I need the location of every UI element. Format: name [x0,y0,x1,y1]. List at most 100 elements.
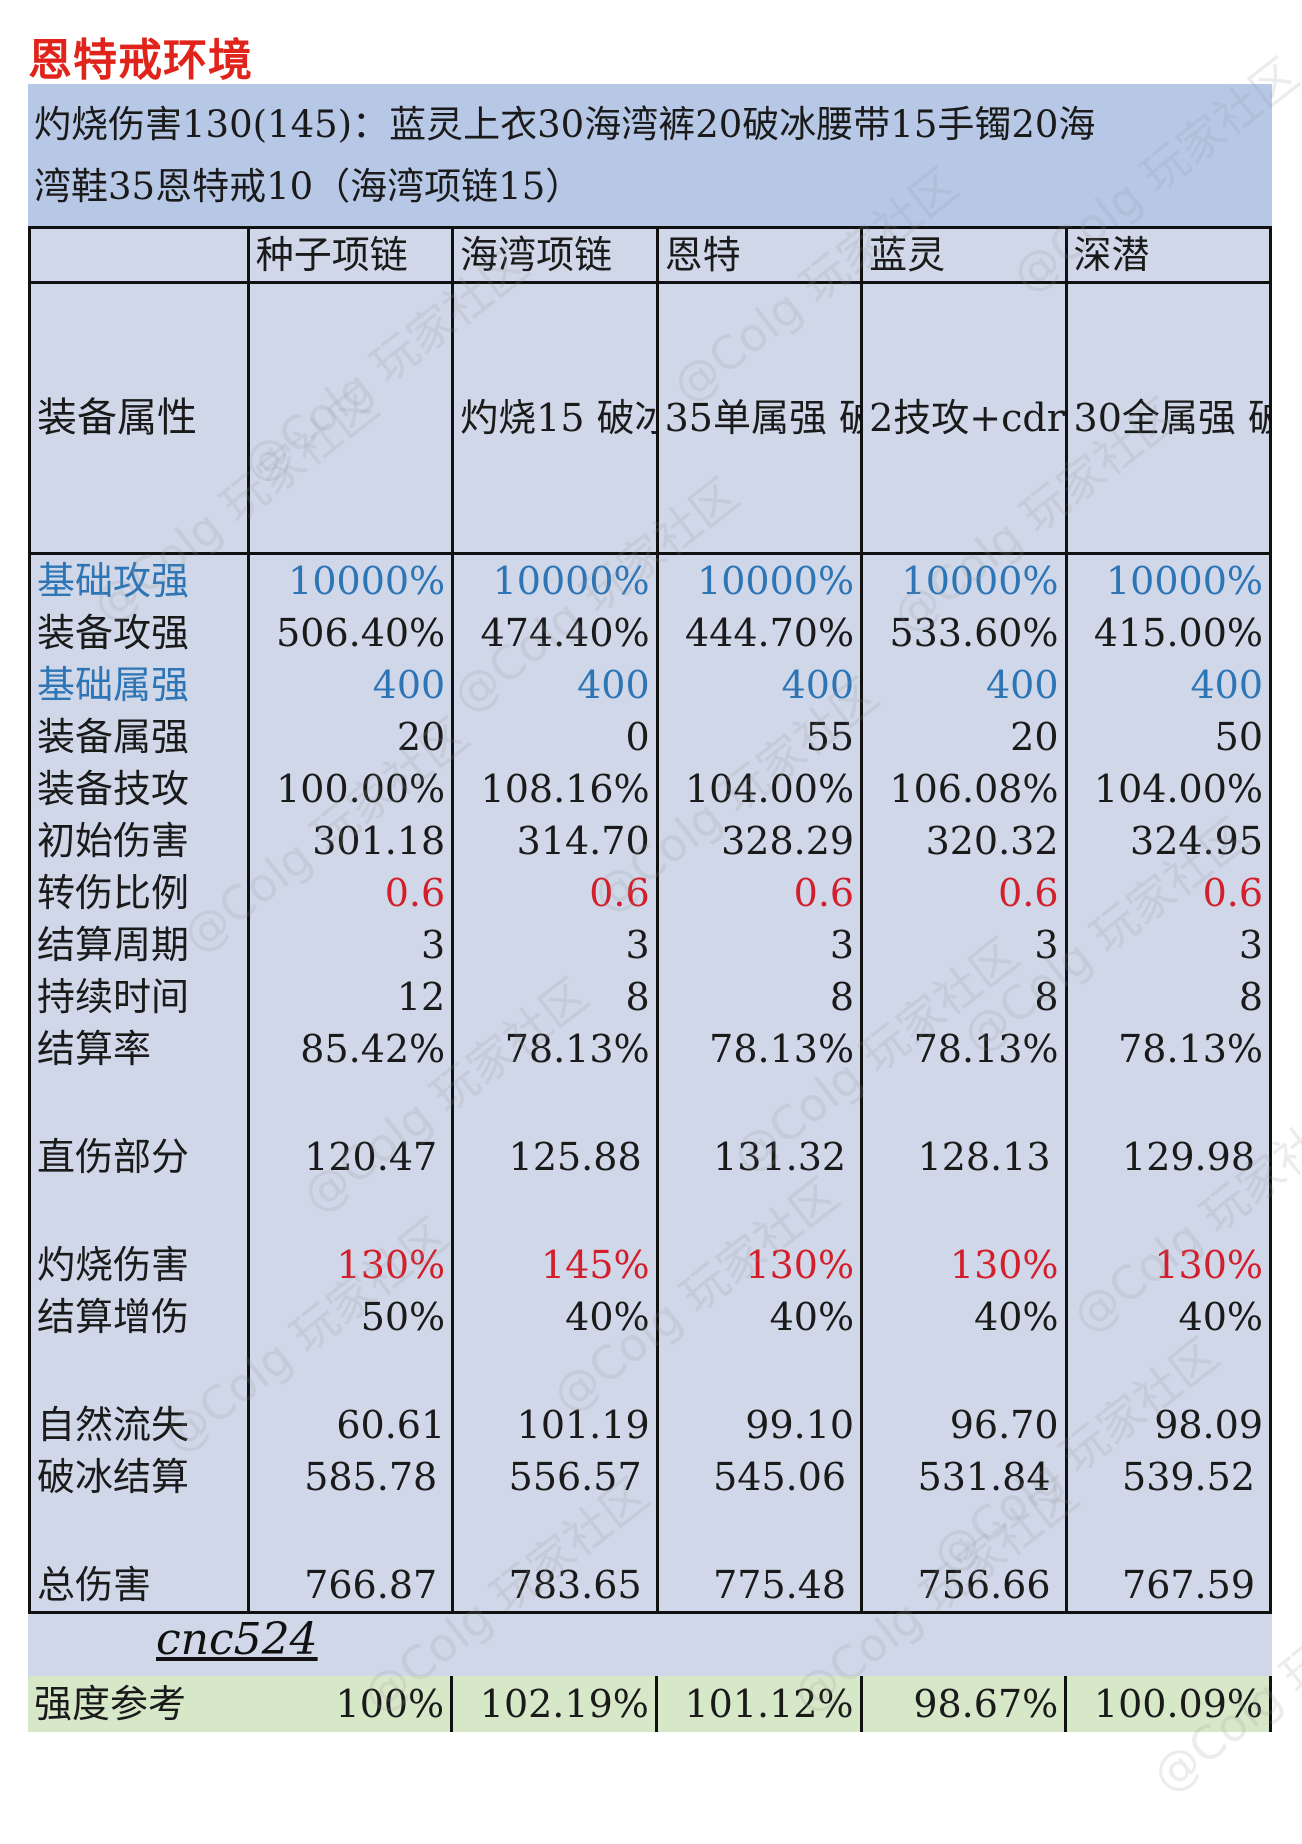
value-cell: 100.00% [246,763,455,815]
value-cell: 539.52 [1064,1451,1273,1503]
value-cell: 8 [1064,971,1273,1023]
signature-row: cnc524 [28,1614,1272,1676]
value-cell: 40% [1064,1291,1273,1343]
value-cell: 766.87 [246,1559,455,1614]
value-cell: 415.00% [1064,607,1273,659]
value-cell: 328.29 [655,815,864,867]
value-cell: 12 [246,971,455,1023]
column-header: 种子项链 [246,229,455,284]
spacer-cell [451,1183,659,1239]
value-cell: 400 [246,659,455,711]
value-cell: 128.13 [860,1131,1068,1183]
row-label: 转伤比例 [28,867,250,919]
value-cell: 78.13% [655,1023,864,1075]
value-cell: 101.19 [451,1399,659,1451]
value-cell: 3 [246,919,455,971]
spacer-cell [28,1183,250,1239]
value-cell: 400 [1064,659,1273,711]
intro-line-1: 灼烧伤害130(145)：蓝灵上衣30海湾裤20破冰腰带15手镯20海 [34,103,1096,146]
value-cell: 120.47 [246,1131,455,1183]
spacer-cell [860,1075,1068,1131]
spacer-row [28,1343,1273,1399]
spacer-cell [246,1075,455,1131]
row-label: 装备攻强 [28,607,250,659]
value-cell: 8 [655,971,864,1023]
value-cell: 99.10 [655,1399,864,1451]
row-label: 结算周期 [28,919,250,971]
value-cell: 10000% [246,553,455,607]
value-cell: 108.16% [451,763,659,815]
spacer-cell [655,1503,864,1559]
value-cell: 531.84 [860,1451,1068,1503]
reference-row: 强度参考 100% 102.19% 101.12% 98.67% 100.09% [28,1676,1272,1732]
value-cell: 85.42% [246,1023,455,1075]
value-cell: 301.18 [246,815,455,867]
row-label: 灼烧伤害 [28,1239,250,1291]
spacer-cell [1064,1183,1273,1239]
value-cell: 96.70 [860,1399,1068,1451]
spacer-cell [28,1503,250,1559]
value-cell: 10000% [655,553,864,607]
attribute-cell: 35单属强 破冰25 4技攻 20全属强 [655,282,864,555]
data-row: 基础攻强 10000% 10000% 10000% 10000% 10000% [28,553,1273,607]
reference-value: 100.09% [1065,1676,1272,1732]
intro-note: 灼烧伤害130(145)：蓝灵上衣30海湾裤20破冰腰带15手镯20海 湾鞋35… [28,84,1272,229]
row-label: 自然流失 [28,1399,250,1451]
value-cell: 10000% [1064,553,1273,607]
column-header: 蓝灵 [860,229,1068,284]
value-cell: 104.00% [655,763,864,815]
header-corner [28,229,250,284]
data-row: 基础属强 400 400 400 400 400 [28,659,1273,711]
value-cell: 20 [860,711,1068,763]
value-cell: 545.06 [655,1451,864,1503]
value-cell: 0.6 [860,867,1068,919]
page-title: 恩特戒环境 [28,35,253,86]
data-row: 直伤部分 120.47 125.88 131.32 128.13 129.98 [28,1131,1273,1183]
value-cell: 533.60% [860,607,1068,659]
value-cell: 767.59 [1064,1559,1273,1614]
spacer-cell [28,1075,250,1131]
value-cell: 130% [655,1239,864,1291]
value-cell: 20 [246,711,455,763]
data-row: 结算增伤 50% 40% 40% 40% 40% [28,1291,1273,1343]
row-label: 总伤害 [28,1559,250,1614]
value-cell: 0.6 [451,867,659,919]
row-label: 初始伤害 [28,815,250,867]
data-row: 装备技攻 100.00% 108.16% 104.00% 106.08% 104.00% [28,763,1273,815]
value-cell: 78.13% [1064,1023,1273,1075]
spacer-cell [451,1343,659,1399]
value-cell: 3 [451,919,659,971]
value-cell: 10000% [860,553,1068,607]
author-signature: cnc524 [156,1614,318,1665]
spacer-cell [655,1343,864,1399]
value-cell: 106.08% [860,763,1068,815]
row-label: 装备技攻 [28,763,250,815]
value-cell: 145% [451,1239,659,1291]
row-label: 基础攻强 [28,553,250,607]
value-cell: 3 [1064,919,1273,971]
value-cell: 775.48 [655,1559,864,1614]
spacer-cell [1064,1503,1273,1559]
reference-value: 101.12% [656,1676,863,1732]
spacer-row [28,1075,1273,1131]
value-cell: 130% [860,1239,1068,1291]
spacer-cell [246,1183,455,1239]
value-cell: 55 [655,711,864,763]
reference-value: 102.19% [451,1676,658,1732]
spacer-row [28,1183,1273,1239]
spacer-row [28,1503,1273,1559]
data-row: 总伤害 766.87 783.65 775.48 756.66 767.59 [28,1559,1273,1614]
attribute-cell: 30全属强 破冰25 4技攻 20全属强 [1064,282,1273,555]
value-cell: 556.57 [451,1451,659,1503]
header-row: 种子项链 海湾项链 恩特 蓝灵 深潜 [28,229,1273,284]
attribute-cell [246,282,455,555]
strength-reference-row: 强度参考 100% 102.19% 101.12% 98.67% 100.09% [28,1676,1272,1732]
value-cell: 50% [246,1291,455,1343]
row-label: 装备属性 [28,282,250,555]
value-cell: 756.66 [860,1559,1068,1614]
intro-line-2: 湾鞋35恩特戒10（海湾项链15） [34,165,583,208]
row-label: 结算增伤 [28,1291,250,1343]
value-cell: 130% [1064,1239,1273,1291]
row-label: 基础属强 [28,659,250,711]
